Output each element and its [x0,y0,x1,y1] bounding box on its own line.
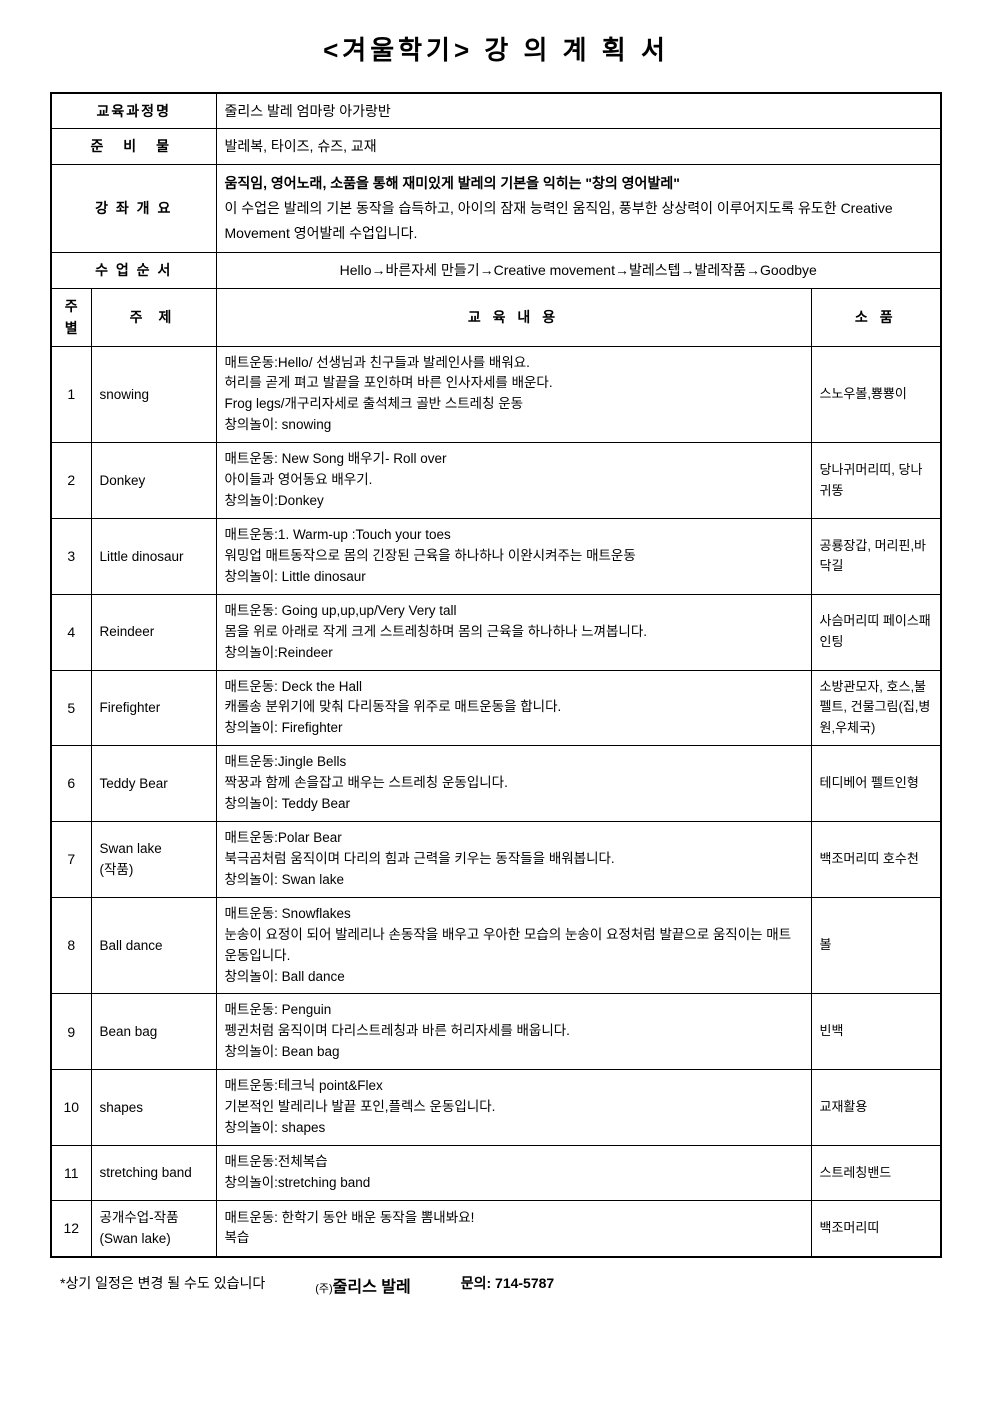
subject-cell: Teddy Bear [91,746,216,822]
header-subject: 주 제 [91,288,216,346]
week-number: 6 [51,746,91,822]
table-row: 11stretching band매트운동:전체복습 창의놀이:stretchi… [51,1146,941,1201]
subject-cell: 공개수업-작품 (Swan lake) [91,1200,216,1257]
page-title: <겨울학기> 강 의 계 획 서 [50,30,942,67]
table-row: 3Little dinosaur매트운동:1. Warm-up :Touch y… [51,518,941,594]
week-number: 9 [51,994,91,1070]
week-number: 3 [51,518,91,594]
week-number: 4 [51,594,91,670]
footer-note: *상기 일정은 변경 될 수도 있습니다 [60,1273,265,1297]
footer-contact: 문의: 714-5787 [461,1273,554,1297]
props-cell: 사슴머리띠 페이스패인팅 [811,594,941,670]
subject-cell: Donkey [91,443,216,519]
value-materials: 발레복, 타이즈, 슈즈, 교재 [216,129,941,164]
content-cell: 매트운동:Polar Bear 북극곰처럼 움직이며 다리의 힘과 근력을 키우… [216,822,811,898]
table-row: 4Reindeer매트운동: Going up,up,up/Very Very … [51,594,941,670]
table-row: 12공개수업-작품 (Swan lake)매트운동: 한학기 동안 배운 동작을… [51,1200,941,1257]
props-cell: 백조머리띠 [811,1200,941,1257]
value-order: Hello→바른자세 만들기→Creative movement→발레스텝→발레… [216,253,941,288]
week-number: 7 [51,822,91,898]
header-props: 소 품 [811,288,941,346]
label-course: 교육과정명 [51,93,216,129]
week-number: 11 [51,1146,91,1201]
subject-cell: Ball dance [91,897,216,994]
row-headers: 주별 주 제 교 육 내 용 소 품 [51,288,941,346]
footer: *상기 일정은 변경 될 수도 있습니다 (주)줄리스 발레 문의: 714-5… [50,1273,942,1297]
props-cell: 스노우볼,뿅뿅이 [811,346,941,443]
subject-cell: shapes [91,1070,216,1146]
subject-cell: Reindeer [91,594,216,670]
table-row: 7Swan lake (작품)매트운동:Polar Bear 북극곰처럼 움직이… [51,822,941,898]
label-order: 수 업 순 서 [51,253,216,288]
content-cell: 매트운동: 한학기 동안 배운 동작을 뽐내봐요! 복습 [216,1200,811,1257]
subject-cell: Swan lake (작품) [91,822,216,898]
table-row: 8Ball dance매트운동: Snowflakes 눈송이 요정이 되어 발… [51,897,941,994]
week-number: 12 [51,1200,91,1257]
week-number: 1 [51,346,91,443]
label-materials: 준 비 물 [51,129,216,164]
content-cell: 매트운동:1. Warm-up :Touch your toes 워밍업 매트동… [216,518,811,594]
subject-cell: Firefighter [91,670,216,746]
props-cell: 빈백 [811,994,941,1070]
content-cell: 매트운동:테크닉 point&Flex 기본적인 발레리나 발끝 포인,플렉스 … [216,1070,811,1146]
overview-line1: 움직임, 영어노래, 소품을 통해 재미있게 발레의 기본을 익히는 "창의 영… [225,171,933,196]
props-cell: 백조머리띠 호수천 [811,822,941,898]
subject-cell: stretching band [91,1146,216,1201]
week-number: 2 [51,443,91,519]
week-number: 8 [51,897,91,994]
table-row: 9Bean bag매트운동: Penguin 펭귄처럼 움직이며 다리스트레칭과… [51,994,941,1070]
footer-company: (주)줄리스 발레 [315,1273,411,1297]
props-cell: 소방관모자, 호스,불펠트, 건물그림(집,병원,우체국) [811,670,941,746]
content-cell: 매트운동:전체복습 창의놀이:stretching band [216,1146,811,1201]
row-course: 교육과정명 줄리스 발레 엄마랑 아가랑반 [51,93,941,129]
subject-cell: snowing [91,346,216,443]
label-overview: 강 좌 개 요 [51,164,216,253]
subject-cell: Little dinosaur [91,518,216,594]
table-row: 1snowing매트운동:Hello/ 선생님과 친구들과 발레인사를 배워요.… [51,346,941,443]
week-number: 5 [51,670,91,746]
props-cell: 교재활용 [811,1070,941,1146]
syllabus-table: 교육과정명 줄리스 발레 엄마랑 아가랑반 준 비 물 발레복, 타이즈, 슈즈… [50,92,942,1258]
row-overview: 강 좌 개 요 움직임, 영어노래, 소품을 통해 재미있게 발레의 기본을 익… [51,164,941,253]
props-cell: 스트레칭밴드 [811,1146,941,1201]
header-week: 주별 [51,288,91,346]
week-number: 10 [51,1070,91,1146]
row-materials: 준 비 물 발레복, 타이즈, 슈즈, 교재 [51,129,941,164]
value-overview: 움직임, 영어노래, 소품을 통해 재미있게 발레의 기본을 익히는 "창의 영… [216,164,941,253]
props-cell: 테디베어 펠트인형 [811,746,941,822]
content-cell: 매트운동: Penguin 펭귄처럼 움직이며 다리스트레칭과 바른 허리자세를… [216,994,811,1070]
table-row: 10shapes매트운동:테크닉 point&Flex 기본적인 발레리나 발끝… [51,1070,941,1146]
subject-cell: Bean bag [91,994,216,1070]
content-cell: 매트운동:Hello/ 선생님과 친구들과 발레인사를 배워요. 허리를 곧게 … [216,346,811,443]
props-cell: 볼 [811,897,941,994]
props-cell: 당나귀머리띠, 당나귀똥 [811,443,941,519]
overview-line2: 이 수업은 발레의 기본 동작을 습득하고, 아이의 잠재 능력인 움직임, 풍… [225,196,933,246]
table-row: 6Teddy Bear매트운동:Jingle Bells 짝꿍과 함께 손을잡고… [51,746,941,822]
table-row: 5Firefighter매트운동: Deck the Hall 캐롤송 분위기에… [51,670,941,746]
table-row: 2Donkey매트운동: New Song 배우기- Roll over 아이들… [51,443,941,519]
content-cell: 매트운동:Jingle Bells 짝꿍과 함께 손을잡고 배우는 스트레칭 운… [216,746,811,822]
row-order: 수 업 순 서 Hello→바른자세 만들기→Creative movement… [51,253,941,288]
content-cell: 매트운동: Going up,up,up/Very Very tall 몸을 위… [216,594,811,670]
company-prefix: (주) [315,1283,332,1295]
header-content: 교 육 내 용 [216,288,811,346]
content-cell: 매트운동: New Song 배우기- Roll over 아이들과 영어동요 … [216,443,811,519]
company-name: 줄리스 발레 [333,1279,411,1296]
props-cell: 공룡장갑, 머리핀,바닥길 [811,518,941,594]
content-cell: 매트운동: Deck the Hall 캐롤송 분위기에 맞춰 다리동작을 위주… [216,670,811,746]
content-cell: 매트운동: Snowflakes 눈송이 요정이 되어 발레리나 손동작을 배우… [216,897,811,994]
value-course: 줄리스 발레 엄마랑 아가랑반 [216,93,941,129]
